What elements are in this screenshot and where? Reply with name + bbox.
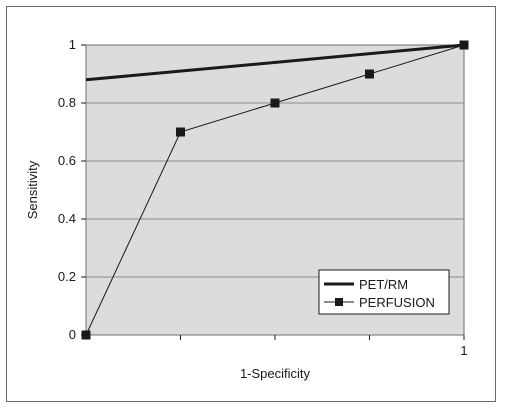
data-point-perfusion	[365, 69, 374, 79]
series-line-pet-rm	[85, 43, 465, 82]
roc-chart: 0 0.2 0.4 0.6 0.8 1 1 1-Specificity Sensitivi…	[25, 37, 469, 381]
legend-label-perfusion: PERFUSION	[359, 295, 435, 310]
y-axis-label: Sensitivity	[25, 160, 40, 219]
y-tick-label: 0.8	[58, 95, 76, 110]
data-point-perfusion	[270, 98, 280, 108]
data-point-perfusion	[459, 40, 469, 50]
y-tick-label: 0.2	[58, 269, 76, 284]
series-group	[81, 40, 469, 340]
chart-frame: 0 0.2 0.4 0.6 0.8 1 1 1-Specificity Sensitivi…	[6, 6, 496, 402]
x-tick-label: 1	[460, 343, 467, 358]
legend-box	[318, 269, 450, 315]
y-tick-label: 0.4	[58, 211, 76, 226]
y-axis-ticks: 0 0.2 0.4 0.6 0.8 1	[58, 37, 86, 342]
legend: PET/RM PERFUSION	[318, 269, 450, 315]
data-point-perfusion	[176, 127, 185, 137]
y-tick-label: 0.6	[58, 153, 76, 168]
y-tick-label: 1	[69, 37, 76, 52]
legend-marker-perfusion	[335, 298, 343, 306]
legend-label-pet-rm: PET/RM	[359, 277, 408, 292]
x-axis-ticks: 1	[180, 335, 468, 358]
y-tick-label: 0	[69, 327, 76, 342]
x-axis-label: 1-Specificity	[240, 366, 311, 381]
data-point-perfusion	[81, 330, 91, 340]
